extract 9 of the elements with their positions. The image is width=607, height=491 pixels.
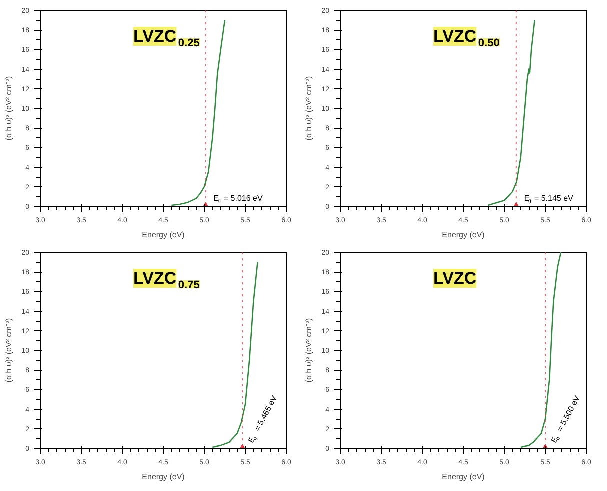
text: LVZC: [434, 269, 477, 288]
x-axis-title: Energy (eV): [142, 472, 186, 482]
y-axis-title: (α h υ)² (eV² cm⁻²): [304, 76, 314, 141]
x-axis-title: Energy (eV): [142, 230, 186, 240]
x-axis-title: Energy (eV): [442, 472, 486, 482]
y-axis-title: (α h υ)² (eV² cm⁻²): [4, 76, 14, 141]
x-axis-title: Energy (eV): [442, 230, 486, 240]
y-axis-title: (α h υ)² (eV² cm⁻²): [4, 318, 14, 383]
y-axis-title: (α h υ)² (eV² cm⁻²): [304, 318, 314, 383]
